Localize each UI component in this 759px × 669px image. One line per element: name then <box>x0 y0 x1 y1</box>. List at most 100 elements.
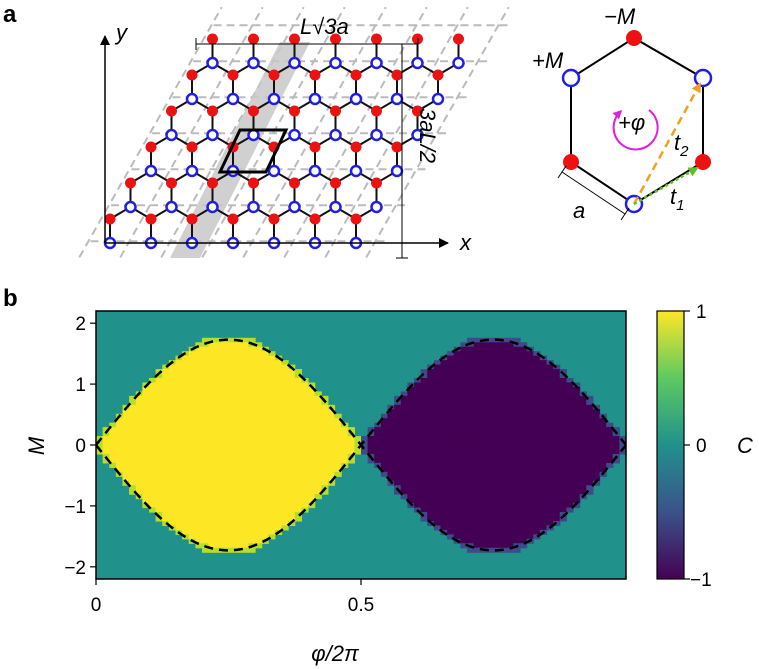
heatmap-cell <box>380 440 389 446</box>
heatmap-cell <box>294 445 302 451</box>
heatmap-cell <box>202 395 210 401</box>
heatmap-cell <box>486 453 495 459</box>
heatmap-cell <box>553 382 561 388</box>
heatmap-cell <box>248 498 256 504</box>
heatmap-cell <box>606 440 614 446</box>
heatmap-cell <box>520 400 528 406</box>
heatmap-cell <box>294 462 302 468</box>
heatmap-cell <box>208 503 216 509</box>
heatmap-cell <box>195 534 203 540</box>
heatmap-cell <box>235 520 243 526</box>
heatmap-cell <box>261 413 269 419</box>
heatmap-cell <box>129 445 137 451</box>
heatmap-cell <box>327 467 336 473</box>
heatmap-cell <box>539 418 548 424</box>
heatmap-cell <box>539 507 548 513</box>
heatmap-cell <box>539 386 548 392</box>
heatmap-cell <box>559 427 567 433</box>
heatmap-cell <box>407 445 415 451</box>
heatmap-cell <box>526 458 534 464</box>
heatmap-cell <box>619 440 626 446</box>
heatmap-cell <box>261 373 269 379</box>
heatmap-cell <box>274 369 283 375</box>
heatmap-cell <box>526 489 534 495</box>
heatmap-cell <box>261 422 269 428</box>
heatmap-cell <box>155 449 163 455</box>
heatmap-cell <box>215 409 223 415</box>
heatmap-cell <box>294 467 302 473</box>
heatmap-cell <box>374 445 382 451</box>
heatmap-cell <box>486 382 495 388</box>
heatmap-cell <box>175 507 183 513</box>
heatmap-cell <box>155 503 163 509</box>
site-a <box>370 128 383 142</box>
heatmap-cell <box>513 382 521 388</box>
heatmap-cell <box>579 409 587 415</box>
heatmap-cell <box>526 520 534 526</box>
heatmap-cell <box>473 418 481 424</box>
heatmap-cell <box>294 373 302 379</box>
heatmap-cell <box>162 391 170 397</box>
heatmap-cell <box>314 404 322 410</box>
heatmap-cell <box>480 534 488 540</box>
heatmap-cell <box>473 485 481 491</box>
heatmap-cell <box>453 382 461 388</box>
heatmap-cell <box>208 427 216 433</box>
heatmap-cell <box>129 431 137 437</box>
heatmap-cell <box>387 453 395 459</box>
heatmap-cell <box>506 547 514 553</box>
heatmap-cell <box>460 404 468 410</box>
heatmap-cell <box>301 503 309 509</box>
heatmap-cell <box>221 489 230 495</box>
heatmap-cell <box>228 418 236 424</box>
heatmap-cell <box>480 489 488 495</box>
heatmap-cell <box>168 489 177 495</box>
heatmap-cell <box>460 534 468 540</box>
heatmap-cell <box>294 458 302 464</box>
heatmap-cell <box>374 436 382 442</box>
heatmap-cell <box>294 480 302 486</box>
heatmap-cell <box>427 476 435 482</box>
heatmap-cell <box>573 471 581 477</box>
heatmap-cell <box>539 471 548 477</box>
heatmap-cell <box>480 525 488 531</box>
heatmap-cell <box>235 378 243 384</box>
heatmap-cell <box>321 467 329 473</box>
heatmap-cell <box>235 422 243 428</box>
y-tick-label: −1 <box>64 497 86 518</box>
heatmap-cell <box>480 520 488 526</box>
heatmap-cell <box>414 494 422 500</box>
heatmap-cell <box>427 373 435 379</box>
heatmap-cell <box>586 449 594 455</box>
heatmap-cell <box>573 462 581 468</box>
heatmap-cell <box>460 476 468 482</box>
heatmap-cell <box>559 436 567 442</box>
heatmap-cell <box>447 534 455 540</box>
heatmap-cell <box>102 431 110 437</box>
heatmap-cell <box>122 431 130 437</box>
heatmap-cell <box>235 409 243 415</box>
heatmap-cell <box>400 449 408 455</box>
heatmap-cell <box>188 467 196 473</box>
heatmap-cell <box>506 516 514 522</box>
heatmap-cell <box>473 529 481 535</box>
heatmap-cell <box>274 386 283 392</box>
phase-boundary-dashed <box>96 338 626 552</box>
heatmap-cell <box>228 337 236 343</box>
heatmap-cell <box>433 418 442 424</box>
heatmap-cell <box>288 413 296 419</box>
heatmap-cell <box>394 445 402 451</box>
heatmap-cell <box>235 395 243 401</box>
heatmap-cell <box>447 516 455 522</box>
heatmap-cell <box>235 404 243 410</box>
heatmap-cell <box>162 489 170 495</box>
heatmap-cell <box>268 404 276 410</box>
heatmap-cell <box>440 503 448 509</box>
heatmap-cell <box>513 529 521 535</box>
heatmap-cell <box>539 462 548 468</box>
heatmap-cell <box>447 400 455 406</box>
heatmap-cell <box>506 386 514 392</box>
heatmap-cell <box>168 436 177 442</box>
site-a <box>329 200 342 214</box>
heatmap-cell <box>208 422 216 428</box>
